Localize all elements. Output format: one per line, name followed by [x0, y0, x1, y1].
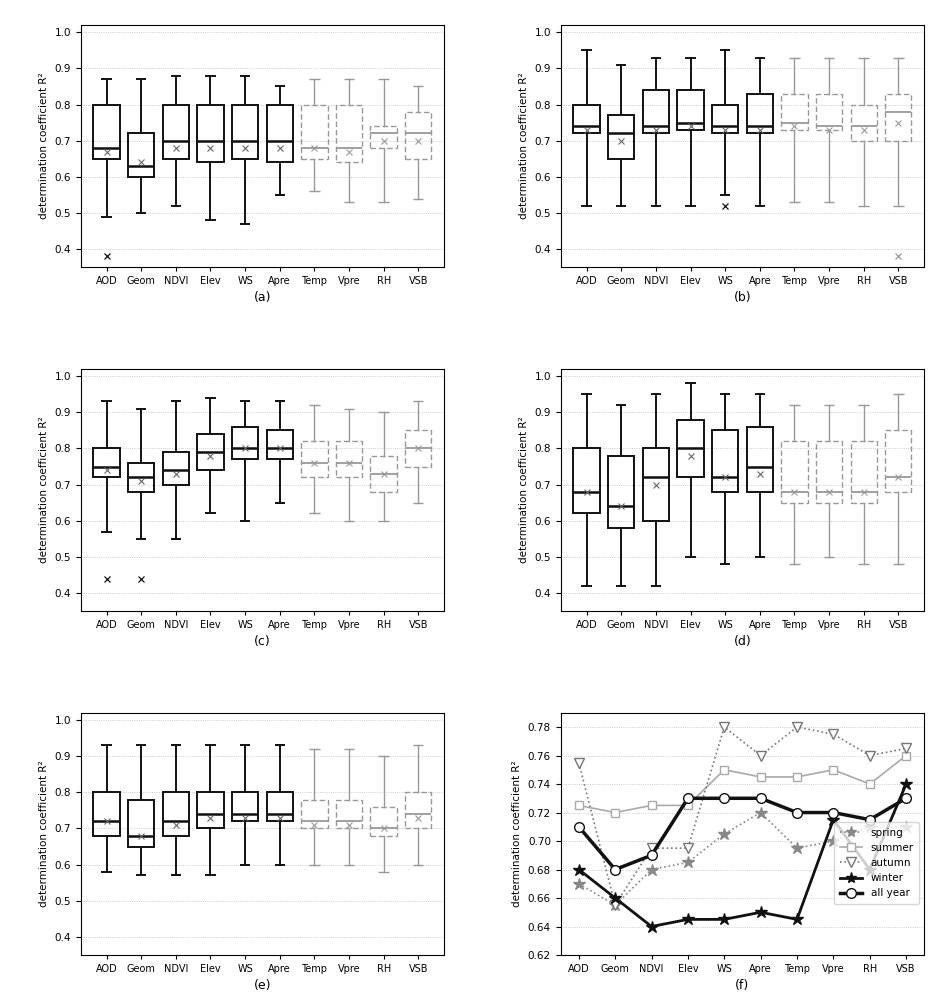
Bar — [781, 94, 808, 130]
Bar — [712, 105, 738, 133]
Bar — [197, 434, 224, 470]
Legend: spring, summer, autumn, winter, all year: spring, summer, autumn, winter, all year — [834, 822, 920, 904]
Bar — [336, 441, 362, 477]
Bar — [712, 430, 738, 492]
Bar — [850, 441, 877, 503]
Y-axis label: determination coefficient R²: determination coefficient R² — [39, 73, 48, 219]
Bar — [336, 105, 362, 162]
Text: (d): (d) — [734, 635, 752, 648]
Bar — [94, 105, 119, 159]
Bar — [128, 463, 155, 492]
Bar — [163, 792, 189, 836]
Y-axis label: determination coefficient R²: determination coefficient R² — [519, 417, 529, 563]
Bar — [816, 94, 842, 130]
Bar — [816, 441, 842, 503]
Bar — [747, 427, 773, 492]
Bar — [405, 792, 431, 828]
Bar — [371, 126, 397, 148]
Y-axis label: determination coefficient R²: determination coefficient R² — [512, 761, 522, 907]
Bar — [885, 430, 911, 492]
Bar — [94, 448, 119, 477]
Bar — [301, 800, 327, 828]
Bar — [781, 441, 808, 503]
Text: (b): (b) — [734, 291, 751, 304]
Y-axis label: determination coefficient R²: determination coefficient R² — [519, 73, 529, 219]
Bar — [371, 807, 397, 836]
Bar — [885, 94, 911, 141]
Y-axis label: determination coefficient R²: determination coefficient R² — [39, 761, 48, 907]
Bar — [574, 448, 600, 513]
Bar — [678, 420, 703, 477]
Bar — [574, 105, 600, 133]
Bar — [608, 456, 634, 528]
Bar — [643, 90, 669, 133]
Text: (e): (e) — [254, 979, 271, 992]
Bar — [232, 427, 258, 459]
Bar — [197, 105, 224, 162]
Bar — [128, 800, 155, 847]
Bar — [163, 452, 189, 485]
Text: (c): (c) — [254, 635, 271, 648]
Y-axis label: determination coefficient R²: determination coefficient R² — [39, 417, 48, 563]
Bar — [128, 133, 155, 177]
Bar — [643, 448, 669, 521]
Bar — [163, 105, 189, 159]
Bar — [336, 800, 362, 828]
Bar — [266, 792, 293, 821]
Text: (f): (f) — [736, 979, 750, 992]
Bar — [266, 430, 293, 459]
Bar — [232, 792, 258, 821]
Bar — [232, 105, 258, 159]
Bar — [747, 94, 773, 133]
Bar — [405, 112, 431, 159]
Bar — [371, 456, 397, 492]
Bar — [850, 105, 877, 141]
Bar — [678, 90, 703, 130]
Bar — [197, 792, 224, 828]
Bar — [608, 115, 634, 159]
Bar — [405, 430, 431, 467]
Text: (a): (a) — [254, 291, 271, 304]
Bar — [301, 105, 327, 159]
Bar — [301, 441, 327, 477]
Bar — [266, 105, 293, 162]
Bar — [94, 792, 119, 836]
